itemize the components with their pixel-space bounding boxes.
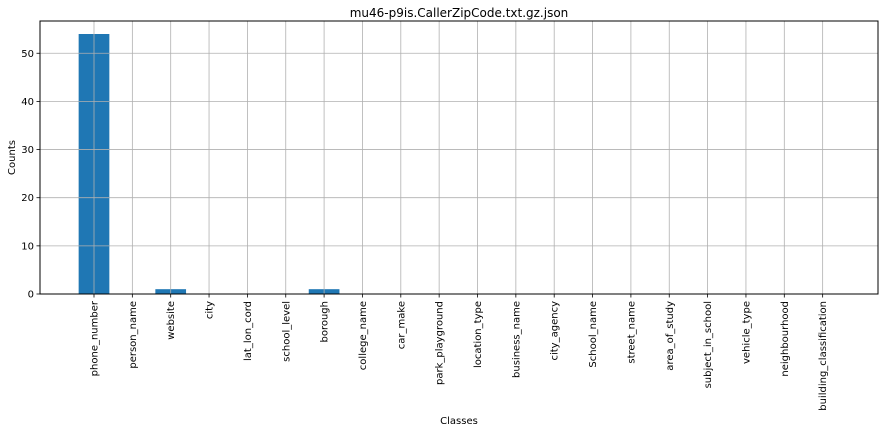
x-tick-label: vehicle_type [741, 301, 752, 364]
x-tick-label: city_agency [550, 301, 561, 361]
x-tick-label: lat_lon_cord [243, 301, 254, 361]
chart-title: mu46-p9is.CallerZipCode.txt.gz.json [350, 6, 569, 20]
y-tick-label: 20 [21, 193, 34, 204]
y-tick-label: 0 [28, 290, 34, 301]
grid [40, 21, 878, 295]
x-tick-label: park_playground [435, 301, 446, 385]
x-tick-label: person_name [128, 301, 139, 369]
x-tick-label: phone_number [90, 300, 101, 376]
x-tick-label: School_name [588, 301, 599, 368]
x-tick-label: neighbourhood [780, 301, 791, 377]
x-tick-label: website [166, 301, 177, 340]
x-axis-ticks: phone_number person_name website city lat_lo… [90, 294, 829, 411]
bars [78, 34, 340, 295]
x-tick-label: building_classification [818, 301, 829, 411]
x-axis-label: Classes [440, 416, 478, 427]
x-tick-label: college_name [358, 301, 369, 370]
plot-frame [39, 20, 879, 295]
y-tick-label: 40 [21, 97, 34, 108]
y-axis-ticks: 0 10 20 30 40 50 [21, 49, 40, 301]
x-tick-label: area_of_study [665, 301, 676, 371]
x-tick-label: school_level [281, 301, 292, 362]
y-axis-label: Counts [7, 140, 18, 175]
x-tick-label: street_name [626, 301, 637, 364]
x-tick-label: car_make [396, 301, 407, 349]
x-tick-label: subject_in_school [703, 301, 714, 388]
y-tick-label: 50 [21, 49, 34, 60]
x-tick-label: location_type [473, 301, 484, 368]
y-tick-label: 30 [21, 145, 34, 156]
x-tick-label: business_name [511, 301, 522, 378]
x-tick-label: borough [320, 301, 331, 343]
y-tick-label: 10 [21, 241, 34, 252]
x-tick-label: city [205, 301, 216, 319]
